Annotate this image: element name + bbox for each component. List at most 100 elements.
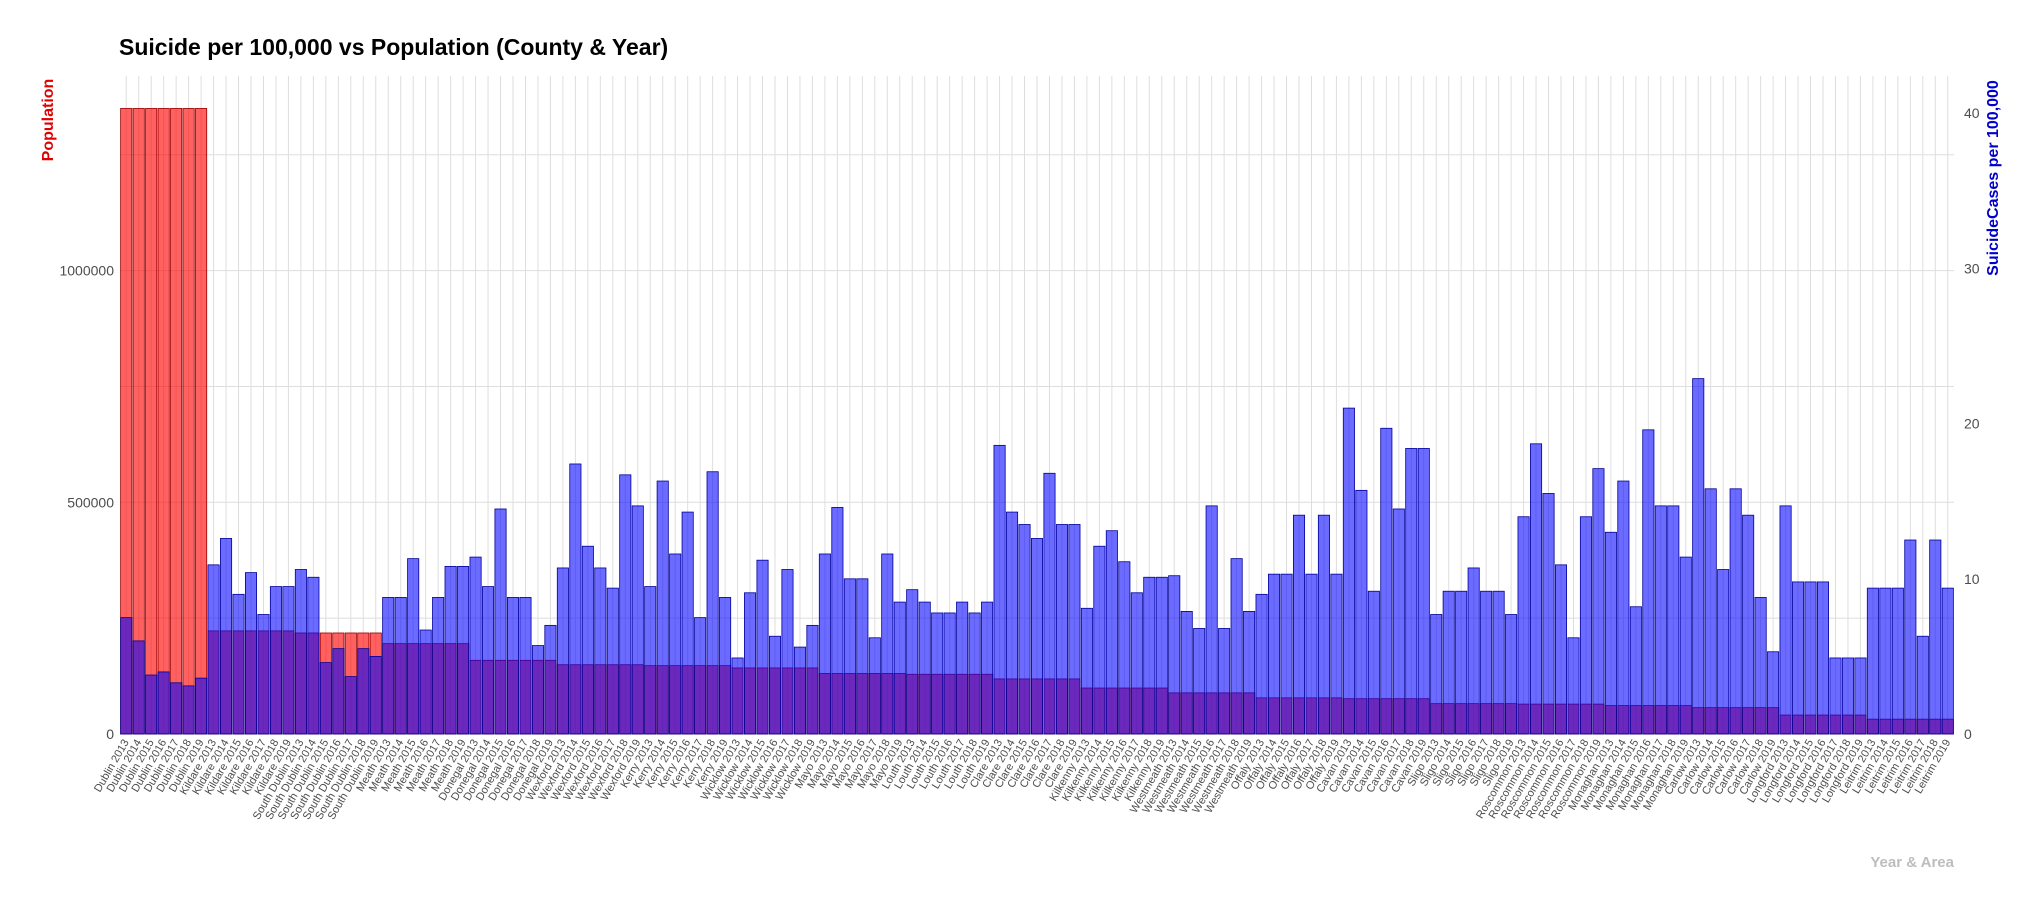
suicide-rate-bar (1530, 443, 1543, 735)
left-axis-title: Population (40, 79, 57, 162)
suicide-rate-bar (419, 629, 432, 735)
suicide-rate-bar (694, 617, 707, 735)
suicide-rate-bar (1505, 614, 1518, 735)
suicide-rate-bar (768, 635, 782, 735)
suicide-rate-bar (781, 569, 794, 735)
suicide-rate-bar (706, 471, 719, 735)
suicide-rate-bar (1841, 657, 1854, 735)
suicide-rate-bar (1717, 569, 1730, 735)
suicide-rate-bar (1105, 530, 1118, 735)
suicide-rate-bar (1604, 531, 1617, 735)
suicide-rate-bar (1205, 505, 1218, 735)
population-bar (170, 108, 183, 735)
suicide-rate-bar (1006, 511, 1019, 735)
suicide-rate-bar (881, 553, 894, 735)
suicide-rate-bar (1180, 611, 1193, 735)
suicide-rate-bar (1442, 590, 1455, 735)
suicide-rate-bar (1168, 575, 1181, 735)
suicide-rate-bar (506, 597, 520, 735)
suicide-rate-bar (968, 612, 981, 735)
suicide-rate-bar (1068, 524, 1081, 735)
suicide-rate-bar (1679, 556, 1692, 735)
suicide-rate-bar (1567, 637, 1580, 735)
suicide-rate-bar (956, 601, 969, 735)
suicide-rate-bar (1280, 573, 1293, 735)
suicide-rate-bar (1367, 590, 1380, 735)
suicide-rate-bars (120, 378, 1954, 735)
suicide-rate-bar (257, 614, 270, 735)
suicide-rate-bar (831, 507, 844, 735)
suicide-rate-bar (1891, 587, 1904, 735)
suicide-rate-bar (1093, 545, 1106, 735)
suicide-rate-bar (519, 597, 532, 735)
suicide-rate-bar (1380, 427, 1393, 735)
suicide-rate-bar (1804, 581, 1817, 735)
suicide-rate-bar (1480, 590, 1493, 735)
right-y-tick-label: 10 (1964, 571, 1980, 587)
suicide-rate-bar (1193, 628, 1206, 735)
suicide-rate-bar (457, 565, 470, 735)
suicide-rate-bar (569, 463, 582, 735)
suicide-rate-bar (182, 685, 195, 735)
x-axis-title: Year & Area (1870, 854, 1954, 871)
population-bar (145, 108, 158, 735)
suicide-rate-bar (868, 637, 881, 735)
suicide-rate-bar (1854, 657, 1867, 735)
suicide-rate-bar (1455, 590, 1468, 735)
suicide-rate-bar (931, 612, 944, 735)
right-y-axis: 0 10 20 30 40 (1964, 105, 1980, 742)
suicide-rate-bar (344, 676, 357, 735)
suicide-rate-bar (282, 586, 295, 735)
suicide-rate-bar (1754, 597, 1767, 735)
suicide-rate-bar (1929, 539, 1942, 735)
suicide-rate-bar (1654, 505, 1667, 735)
suicide-rate-bar (606, 587, 619, 735)
suicide-rate-bar (195, 677, 208, 735)
left-y-tick-label: 0 (106, 726, 114, 742)
suicide-rate-bar (1218, 628, 1231, 735)
suicide-rate-bar (319, 662, 332, 735)
suicide-rate-bar (382, 597, 395, 735)
suicide-rate-bar (407, 558, 420, 735)
suicide-rate-bar (1617, 480, 1630, 735)
right-y-tick-label: 40 (1964, 105, 1980, 121)
suicide-rate-bar (993, 444, 1006, 735)
suicide-rate-bar (669, 553, 682, 735)
suicide-rate-bar (1554, 564, 1568, 735)
suicide-rate-bar (1292, 514, 1306, 735)
suicide-rate-bar (1055, 524, 1068, 735)
suicide-rate-bar (556, 567, 569, 735)
suicide-rate-bar (818, 553, 831, 735)
suicide-rate-bar (1767, 651, 1780, 735)
suicide-rate-bar (1642, 429, 1655, 735)
suicide-rate-bar (756, 559, 769, 735)
suicide-rate-bar (1904, 539, 1917, 735)
suicide-rate-bar (1916, 635, 1929, 735)
suicide-rate-bar (544, 624, 557, 735)
suicide-rate-bar (1130, 592, 1143, 735)
suicide-rate-bar (1742, 514, 1755, 735)
suicide-rate-bar (1517, 516, 1530, 735)
suicide-rate-bar (1043, 472, 1056, 735)
suicide-rate-bar (1230, 558, 1243, 735)
suicide-rate-bar (1492, 590, 1505, 735)
suicide-rate-bar (731, 657, 744, 735)
left-y-tick-label: 1000000 (59, 263, 114, 279)
chart-title: Suicide per 100,000 vs Population (Count… (119, 34, 669, 60)
suicide-rate-bar (631, 505, 644, 735)
suicide-rate-bar (1018, 524, 1031, 735)
suicide-rate-bar (619, 474, 632, 735)
suicide-rate-bar (170, 682, 183, 735)
suicide-rate-bar (681, 511, 694, 735)
suicide-rate-bar (806, 624, 819, 735)
suicide-rate-bar (1542, 493, 1555, 735)
suicide-rate-bar (444, 565, 457, 735)
suicide-rate-bar (793, 646, 806, 735)
suicide-rate-bar (1829, 657, 1842, 735)
population-bar (182, 108, 195, 735)
suicide-rate-bar (1392, 508, 1405, 735)
suicide-rate-bar (1667, 505, 1680, 735)
suicide-rate-bar (1941, 587, 1954, 735)
suicide-rate-bar (1879, 587, 1892, 735)
